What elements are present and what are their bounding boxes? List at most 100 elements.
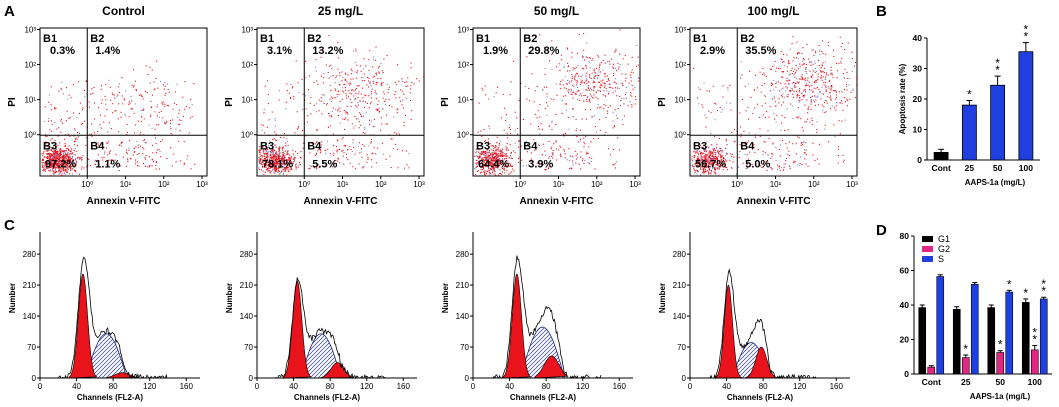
- event-dot: [789, 89, 791, 91]
- x-tick-label: 10²: [591, 180, 603, 189]
- event-dot: [59, 171, 61, 173]
- event-dot: [355, 50, 357, 52]
- event-dot: [832, 90, 834, 92]
- event-dot: [298, 91, 300, 93]
- event-dot: [353, 146, 355, 148]
- event-dot: [486, 152, 488, 154]
- event-dot: [488, 152, 490, 154]
- event-dot: [487, 168, 489, 170]
- event-dot: [479, 152, 481, 154]
- event-dot: [805, 68, 807, 70]
- event-dot: [483, 171, 485, 173]
- event-dot: [560, 153, 562, 155]
- event-dot: [61, 150, 63, 152]
- event-dot: [351, 70, 353, 72]
- event-dot: [278, 156, 280, 158]
- event-dot: [765, 75, 767, 77]
- event-dot: [551, 121, 553, 123]
- event-dot: [262, 156, 264, 158]
- event-dot: [151, 127, 153, 129]
- event-dot: [67, 133, 69, 135]
- event-dot: [637, 77, 639, 79]
- event-dot: [721, 109, 723, 111]
- event-dot: [260, 160, 262, 162]
- event-dot: [497, 148, 499, 150]
- event-dot: [493, 167, 495, 169]
- event-dot: [585, 136, 587, 138]
- event-dot: [77, 136, 79, 138]
- event-dot: [488, 158, 490, 160]
- event-dot: [821, 79, 823, 81]
- event-dot: [63, 157, 65, 159]
- event-dot: [813, 87, 815, 89]
- event-dot: [579, 140, 581, 142]
- legend-swatch: [922, 236, 933, 242]
- event-dot: [411, 110, 413, 112]
- event-dot: [598, 75, 600, 77]
- event-dot: [369, 119, 371, 121]
- event-dot: [140, 109, 142, 111]
- event-dot: [401, 78, 403, 80]
- event-dot: [493, 166, 495, 168]
- event-dot: [707, 167, 709, 169]
- event-dot: [581, 95, 583, 97]
- event-dot: [600, 83, 602, 85]
- event-dot: [385, 99, 387, 101]
- event-dot: [272, 161, 274, 163]
- event-dot: [589, 74, 591, 76]
- event-dot: [492, 160, 494, 162]
- event-dot: [702, 159, 704, 161]
- event-dot: [293, 155, 295, 157]
- event-dot: [572, 84, 574, 86]
- event-dot: [49, 170, 51, 172]
- event-dot: [63, 161, 65, 163]
- event-dot: [496, 165, 498, 167]
- event-dot: [570, 167, 572, 169]
- event-dot: [266, 158, 268, 160]
- event-dot: [476, 159, 478, 161]
- event-dot: [709, 152, 711, 154]
- event-dot: [275, 164, 277, 166]
- event-dot: [313, 81, 315, 83]
- event-dot: [178, 119, 180, 121]
- event-dot: [846, 98, 848, 100]
- event-dot: [705, 149, 707, 151]
- event-dot: [59, 149, 61, 151]
- x-tick-label: 10¹: [120, 180, 132, 189]
- event-dot: [546, 93, 548, 95]
- event-dot: [562, 84, 564, 86]
- event-dot: [706, 165, 708, 167]
- event-dot: [351, 89, 353, 91]
- event-dot: [494, 158, 496, 160]
- event-dot: [602, 94, 604, 96]
- event-dot: [710, 153, 712, 155]
- event-dot: [270, 165, 272, 167]
- event-dot: [380, 117, 382, 119]
- event-dot: [705, 155, 707, 157]
- event-dot: [492, 149, 494, 151]
- event-dot: [478, 148, 480, 150]
- event-dot: [715, 164, 717, 166]
- event-dot: [138, 152, 140, 154]
- event-dot: [287, 152, 289, 154]
- event-dot: [619, 29, 621, 31]
- event-dot: [526, 98, 528, 100]
- event-dot: [48, 163, 50, 165]
- event-dot: [811, 123, 813, 125]
- event-dot: [506, 132, 508, 134]
- event-dot: [814, 62, 816, 64]
- event-dot: [707, 157, 709, 159]
- event-dot: [825, 74, 827, 76]
- event-dot: [762, 151, 764, 153]
- event-dot: [799, 156, 801, 158]
- event-dot: [285, 167, 287, 169]
- event-dot: [747, 141, 749, 143]
- event-dot: [495, 145, 497, 147]
- event-dot: [57, 152, 59, 154]
- event-dot: [837, 154, 839, 156]
- event-dot: [622, 58, 624, 60]
- event-dot: [339, 84, 341, 86]
- event-dot: [561, 54, 563, 56]
- event-dot: [823, 81, 825, 83]
